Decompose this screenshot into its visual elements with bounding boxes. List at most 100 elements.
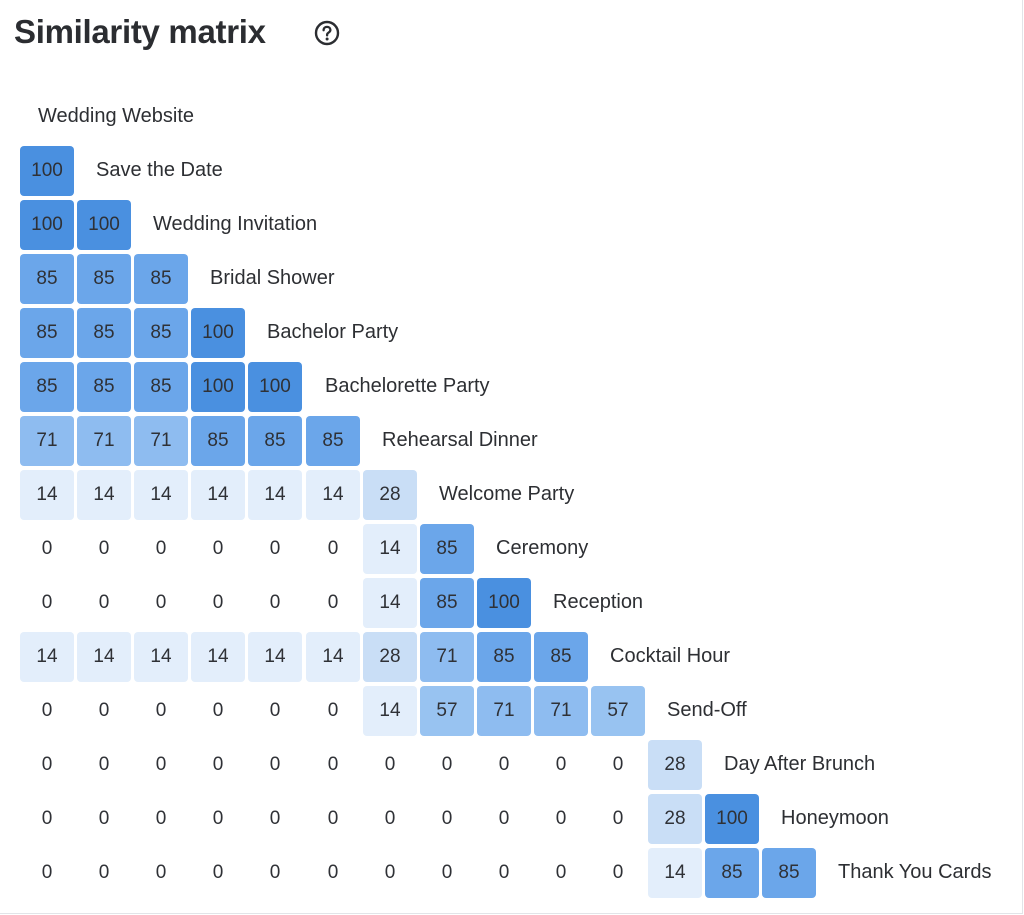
matrix-cell[interactable]: 0 [212, 862, 224, 883]
matrix-cell[interactable]: 85 [705, 848, 759, 898]
matrix-cell[interactable]: 0 [212, 754, 224, 775]
matrix-cell[interactable]: 0 [212, 592, 224, 613]
matrix-cell[interactable]: 0 [269, 808, 281, 829]
matrix-cell[interactable]: 0 [212, 538, 224, 559]
matrix-cell[interactable]: 0 [98, 538, 110, 559]
matrix-cell[interactable]: 71 [534, 686, 588, 736]
matrix-cell[interactable]: 100 [191, 308, 245, 358]
matrix-cell[interactable]: 85 [420, 524, 474, 574]
matrix-cell[interactable]: 14 [77, 470, 131, 520]
matrix-cell[interactable]: 0 [612, 862, 624, 883]
matrix-cell[interactable]: 0 [555, 862, 567, 883]
matrix-cell[interactable]: 71 [77, 416, 131, 466]
matrix-cell[interactable]: 57 [420, 686, 474, 736]
matrix-cell[interactable]: 100 [20, 200, 74, 250]
matrix-cell[interactable]: 0 [98, 754, 110, 775]
matrix-cell[interactable]: 85 [20, 362, 74, 412]
matrix-cell[interactable]: 14 [248, 470, 302, 520]
matrix-cell[interactable]: 85 [191, 416, 245, 466]
matrix-cell[interactable]: 14 [363, 578, 417, 628]
matrix-cell[interactable]: 0 [498, 808, 510, 829]
matrix-cell[interactable]: 85 [534, 632, 588, 682]
matrix-cell[interactable]: 0 [269, 592, 281, 613]
matrix-cell[interactable]: 0 [269, 538, 281, 559]
matrix-cell[interactable]: 0 [41, 700, 53, 721]
matrix-cell[interactable]: 85 [134, 254, 188, 304]
matrix-cell[interactable]: 85 [477, 632, 531, 682]
matrix-cell[interactable]: 0 [327, 754, 339, 775]
matrix-cell[interactable]: 100 [477, 578, 531, 628]
matrix-cell[interactable]: 0 [155, 538, 167, 559]
matrix-cell[interactable]: 85 [248, 416, 302, 466]
matrix-cell[interactable]: 85 [77, 254, 131, 304]
matrix-cell[interactable]: 28 [363, 470, 417, 520]
matrix-cell[interactable]: 0 [41, 808, 53, 829]
matrix-cell[interactable]: 0 [98, 862, 110, 883]
matrix-cell[interactable]: 14 [77, 632, 131, 682]
matrix-cell[interactable]: 0 [384, 862, 396, 883]
matrix-cell[interactable]: 100 [20, 146, 74, 196]
matrix-cell[interactable]: 100 [191, 362, 245, 412]
matrix-cell[interactable]: 57 [591, 686, 645, 736]
matrix-cell[interactable]: 71 [20, 416, 74, 466]
matrix-cell[interactable]: 0 [612, 754, 624, 775]
matrix-cell[interactable]: 0 [555, 808, 567, 829]
matrix-cell[interactable]: 14 [363, 524, 417, 574]
matrix-cell[interactable]: 85 [20, 254, 74, 304]
matrix-cell[interactable]: 0 [212, 700, 224, 721]
matrix-cell[interactable]: 14 [20, 470, 74, 520]
matrix-cell[interactable]: 0 [327, 700, 339, 721]
matrix-cell[interactable]: 0 [212, 808, 224, 829]
matrix-cell[interactable]: 0 [41, 862, 53, 883]
matrix-cell[interactable]: 0 [155, 700, 167, 721]
matrix-cell[interactable]: 0 [498, 862, 510, 883]
matrix-cell[interactable]: 0 [155, 592, 167, 613]
matrix-cell[interactable]: 14 [306, 632, 360, 682]
matrix-cell[interactable]: 28 [363, 632, 417, 682]
matrix-cell[interactable]: 14 [191, 632, 245, 682]
matrix-cell[interactable]: 0 [155, 754, 167, 775]
matrix-cell[interactable]: 0 [269, 862, 281, 883]
matrix-cell[interactable]: 14 [248, 632, 302, 682]
matrix-cell[interactable]: 0 [155, 862, 167, 883]
matrix-cell[interactable]: 0 [327, 538, 339, 559]
matrix-cell[interactable]: 71 [420, 632, 474, 682]
matrix-cell[interactable]: 85 [134, 362, 188, 412]
matrix-cell[interactable]: 100 [248, 362, 302, 412]
matrix-cell[interactable]: 14 [191, 470, 245, 520]
matrix-cell[interactable]: 28 [648, 740, 702, 790]
matrix-cell[interactable]: 85 [306, 416, 360, 466]
matrix-cell[interactable]: 28 [648, 794, 702, 844]
matrix-cell[interactable]: 0 [98, 592, 110, 613]
matrix-cell[interactable]: 14 [363, 686, 417, 736]
matrix-cell[interactable]: 0 [41, 538, 53, 559]
matrix-cell[interactable]: 14 [134, 470, 188, 520]
matrix-cell[interactable]: 85 [134, 308, 188, 358]
matrix-cell[interactable]: 71 [134, 416, 188, 466]
matrix-cell[interactable]: 100 [705, 794, 759, 844]
matrix-cell[interactable]: 14 [306, 470, 360, 520]
matrix-cell[interactable]: 0 [327, 808, 339, 829]
matrix-cell[interactable]: 0 [155, 808, 167, 829]
matrix-cell[interactable]: 0 [498, 754, 510, 775]
matrix-cell[interactable]: 0 [612, 808, 624, 829]
matrix-cell[interactable]: 0 [327, 862, 339, 883]
matrix-cell[interactable]: 0 [41, 754, 53, 775]
matrix-cell[interactable]: 85 [77, 362, 131, 412]
matrix-cell[interactable]: 0 [269, 754, 281, 775]
matrix-cell[interactable]: 0 [41, 592, 53, 613]
matrix-cell[interactable]: 0 [384, 754, 396, 775]
matrix-cell[interactable]: 0 [327, 592, 339, 613]
matrix-cell[interactable]: 0 [98, 808, 110, 829]
matrix-cell[interactable]: 85 [20, 308, 74, 358]
matrix-cell[interactable]: 100 [77, 200, 131, 250]
matrix-cell[interactable]: 14 [648, 848, 702, 898]
matrix-cell[interactable]: 0 [384, 808, 396, 829]
matrix-cell[interactable]: 14 [134, 632, 188, 682]
matrix-cell[interactable]: 85 [420, 578, 474, 628]
matrix-cell[interactable]: 0 [441, 808, 453, 829]
matrix-cell[interactable]: 0 [555, 754, 567, 775]
matrix-cell[interactable]: 0 [269, 700, 281, 721]
matrix-cell[interactable]: 0 [441, 754, 453, 775]
matrix-cell[interactable]: 0 [98, 700, 110, 721]
